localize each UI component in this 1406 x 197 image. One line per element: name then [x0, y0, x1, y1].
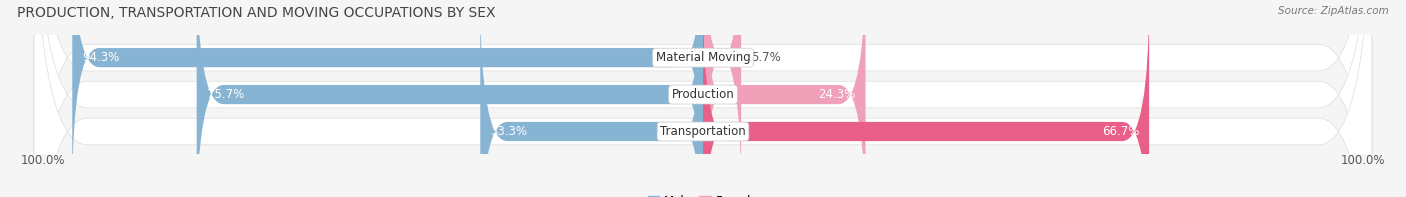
Text: 5.7%: 5.7% [751, 51, 780, 64]
Text: Transportation: Transportation [661, 125, 745, 138]
Text: 100.0%: 100.0% [1341, 154, 1385, 167]
Text: PRODUCTION, TRANSPORTATION AND MOVING OCCUPATIONS BY SEX: PRODUCTION, TRANSPORTATION AND MOVING OC… [17, 6, 495, 20]
Text: 94.3%: 94.3% [83, 51, 120, 64]
Text: Production: Production [672, 88, 734, 101]
FancyBboxPatch shape [34, 0, 1372, 197]
FancyBboxPatch shape [34, 0, 1372, 197]
Text: 75.7%: 75.7% [207, 88, 245, 101]
Text: Material Moving: Material Moving [655, 51, 751, 64]
Text: 100.0%: 100.0% [21, 154, 65, 167]
Text: 66.7%: 66.7% [1102, 125, 1139, 138]
FancyBboxPatch shape [703, 0, 866, 197]
FancyBboxPatch shape [34, 0, 1372, 197]
FancyBboxPatch shape [197, 0, 703, 197]
FancyBboxPatch shape [703, 0, 1149, 197]
Text: 33.3%: 33.3% [491, 125, 527, 138]
FancyBboxPatch shape [481, 0, 703, 197]
FancyBboxPatch shape [703, 0, 741, 196]
FancyBboxPatch shape [72, 0, 703, 196]
Legend: Male, Female: Male, Female [643, 190, 763, 197]
Text: 24.3%: 24.3% [818, 88, 855, 101]
Text: Source: ZipAtlas.com: Source: ZipAtlas.com [1278, 6, 1389, 16]
